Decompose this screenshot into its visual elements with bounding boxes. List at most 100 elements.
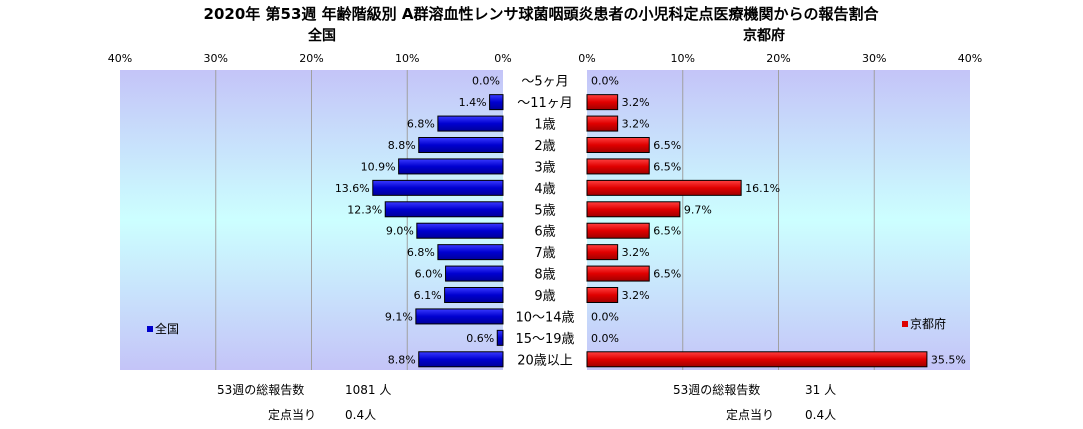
- right-data-label: 6.5%: [653, 268, 681, 281]
- left-tick-label: 40%: [108, 52, 132, 65]
- right-tick-label: 0%: [578, 52, 595, 65]
- right-data-label: 3.2%: [622, 289, 650, 302]
- left-data-label: 13.6%: [335, 182, 370, 195]
- left-bar: [418, 351, 504, 368]
- left-data-label: 9.1%: [385, 310, 413, 323]
- left-data-label: 0.0%: [472, 75, 500, 88]
- left-legend-swatch: [147, 326, 153, 332]
- right-tick-label: 30%: [862, 52, 886, 65]
- right-tick-label: 20%: [766, 52, 790, 65]
- category-label: 5歳: [534, 203, 555, 218]
- left-total-reports-label: 53週の総報告数: [217, 383, 305, 397]
- left-data-label: 9.0%: [386, 225, 414, 238]
- right-bar: [586, 94, 619, 111]
- left-total-reports-value: 1081 人: [345, 383, 392, 397]
- left-data-label: 8.8%: [388, 353, 416, 366]
- right-data-label: 0.0%: [591, 310, 619, 323]
- left-tick-label: 0%: [494, 52, 511, 65]
- category-label: 6歳: [534, 225, 555, 240]
- category-label: 8歳: [534, 268, 555, 283]
- right-gridlines: [682, 70, 875, 370]
- left-bar: [437, 115, 504, 132]
- right-data-label: 3.2%: [622, 96, 650, 109]
- left-legend-label: 全国: [155, 321, 179, 336]
- right-per-sentinel-label: 定点当り: [726, 408, 775, 422]
- left-bar: [496, 329, 504, 346]
- right-legend-label: 京都府: [910, 316, 946, 331]
- left-data-labels: 0.0% 1.4% 6.8% 8.8% 10.9% 13.6% 12.3% 9.0% 6.8% 6…: [335, 75, 500, 367]
- right-legend-swatch: [902, 321, 908, 327]
- left-bar: [444, 287, 504, 303]
- left-per-sentinel-label: 定点当り: [268, 408, 317, 422]
- right-total-reports-label: 53週の総報告数: [673, 383, 761, 397]
- category-label: 3歳: [534, 160, 555, 175]
- left-data-label: 6.8%: [407, 118, 435, 131]
- right-data-label: 9.7%: [684, 203, 712, 216]
- right-data-label: 0.0%: [591, 332, 619, 345]
- left-tick-label: 10%: [395, 52, 419, 65]
- right-data-label: 16.1%: [745, 182, 780, 195]
- category-label: 20歳以上: [517, 353, 573, 368]
- left-bar: [418, 137, 504, 153]
- left-tick-label: 20%: [299, 52, 323, 65]
- right-total-reports-value: 31 人: [805, 383, 837, 397]
- left-panel-title: 全国: [307, 27, 336, 44]
- right-data-label: 6.5%: [653, 160, 681, 173]
- left-data-label: 0.6%: [466, 332, 494, 345]
- left-data-label: 1.4%: [459, 96, 487, 109]
- right-bar: [586, 115, 619, 132]
- left-legend: 全国: [147, 321, 179, 336]
- right-bar: [586, 222, 650, 239]
- right-bar: [586, 244, 619, 261]
- left-bar: [445, 265, 504, 282]
- right-legend: 京都府: [902, 316, 946, 331]
- left-bar: [398, 158, 504, 175]
- category-label: 7歳: [534, 246, 555, 261]
- left-data-label: 6.8%: [407, 246, 435, 259]
- right-per-sentinel-value: 0.4人: [805, 408, 837, 422]
- left-bar: [437, 244, 504, 261]
- right-bar: [586, 137, 650, 153]
- left-bar: [416, 222, 504, 239]
- category-label: 2歳: [534, 139, 555, 154]
- left-tick-label: 30%: [204, 52, 228, 65]
- right-bar: [586, 351, 928, 368]
- left-x-axis-ticks: 40% 30% 20% 10% 0%: [108, 52, 512, 65]
- right-data-label: 6.5%: [653, 225, 681, 238]
- right-bar: [586, 265, 650, 282]
- left-bar: [489, 94, 504, 111]
- right-data-label: 3.2%: [622, 118, 650, 131]
- category-label: ～5ヶ月: [521, 75, 568, 90]
- chart-title: 2020年 第53週 年齢階級別 A群溶血性レンサ球菌咽頭炎患者の小児科定点医療…: [204, 5, 880, 23]
- right-bar: [586, 158, 650, 175]
- right-data-labels: 0.0%3.2%3.2%6.5%6.5%16.1%9.7%6.5%3.2%6.5…: [591, 75, 966, 367]
- category-label: 1歳: [534, 118, 555, 133]
- category-labels: ～5ヶ月 ～11ヶ月 1歳 2歳 3歳 4歳 5歳 6歳 7歳 8歳 9歳 10～14歳 15～19歳 2…: [515, 75, 574, 369]
- right-tick-label: 40%: [958, 52, 982, 65]
- right-x-axis-ticks: 0% 10% 20% 30% 40%: [578, 52, 982, 65]
- right-bars: [586, 94, 928, 368]
- category-label: ～11ヶ月: [517, 96, 573, 111]
- right-tick-label: 10%: [671, 52, 695, 65]
- left-bars: [372, 94, 504, 368]
- right-bar: [586, 287, 619, 303]
- category-label: 15～19歳: [515, 332, 574, 347]
- left-data-label: 12.3%: [347, 203, 382, 216]
- left-bar: [384, 201, 504, 218]
- right-data-label: 0.0%: [591, 75, 619, 88]
- right-data-label: 3.2%: [622, 246, 650, 259]
- right-data-label: 35.5%: [931, 353, 966, 366]
- left-gridlines: [215, 70, 408, 370]
- category-label: 9歳: [534, 289, 555, 304]
- left-bar: [372, 179, 504, 196]
- left-bar: [415, 308, 504, 325]
- right-bar: [586, 201, 681, 218]
- left-data-label: 6.0%: [415, 268, 443, 281]
- left-data-label: 8.8%: [388, 139, 416, 152]
- right-data-label: 6.5%: [653, 139, 681, 152]
- left-data-label: 10.9%: [361, 160, 396, 173]
- category-label: 4歳: [534, 182, 555, 197]
- left-data-label: 6.1%: [414, 289, 442, 302]
- category-label: 10～14歳: [515, 310, 574, 325]
